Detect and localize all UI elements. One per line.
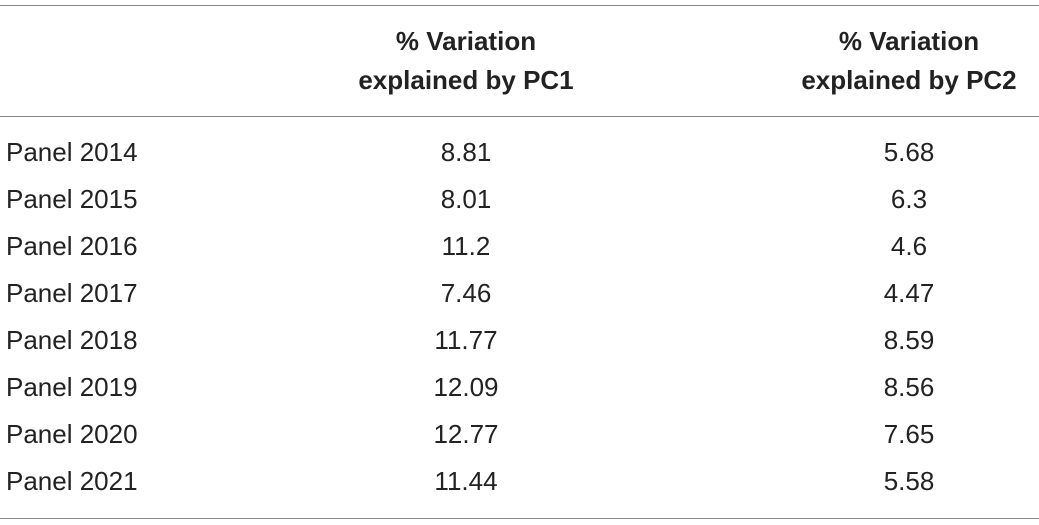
row-label: Panel 2014 — [6, 137, 138, 167]
value-cell: 7.46 — [440, 278, 492, 308]
header-rule — [0, 116, 1039, 117]
value-cell: 8.59 — [883, 325, 935, 355]
row-label: Panel 2021 — [6, 466, 138, 496]
value-cell: 11.2 — [441, 231, 491, 261]
value-cell: 12.77 — [433, 419, 499, 449]
bottom-rule — [0, 518, 1039, 519]
header-cell: explained by PC1 — [358, 65, 574, 95]
value-cell: 8.56 — [883, 372, 935, 402]
value-cell: 5.68 — [883, 137, 935, 167]
value-cell: 8.01 — [440, 184, 492, 214]
row-label: Panel 2019 — [6, 372, 138, 402]
row-label: Panel 2020 — [6, 419, 138, 449]
value-cell: 6.3 — [890, 184, 928, 214]
row-label: Panel 2017 — [6, 278, 138, 308]
value-cell: 8.81 — [440, 137, 492, 167]
top-rule — [0, 5, 1039, 6]
value-cell: 4.47 — [883, 278, 935, 308]
row-label: Panel 2018 — [6, 325, 138, 355]
value-cell: 4.6 — [890, 231, 928, 261]
value-cell: 5.58 — [883, 466, 935, 496]
value-cell: 11.44 — [434, 466, 498, 496]
header-cell: % Variation — [395, 26, 537, 56]
row-label: Panel 2016 — [6, 231, 138, 261]
header-cell: % Variation — [838, 26, 980, 56]
value-cell: 7.65 — [883, 419, 935, 449]
header-cell: explained by PC2 — [801, 65, 1017, 95]
row-label: Panel 2015 — [6, 184, 138, 214]
value-cell: 12.09 — [433, 372, 499, 402]
value-cell: 11.77 — [434, 325, 498, 355]
